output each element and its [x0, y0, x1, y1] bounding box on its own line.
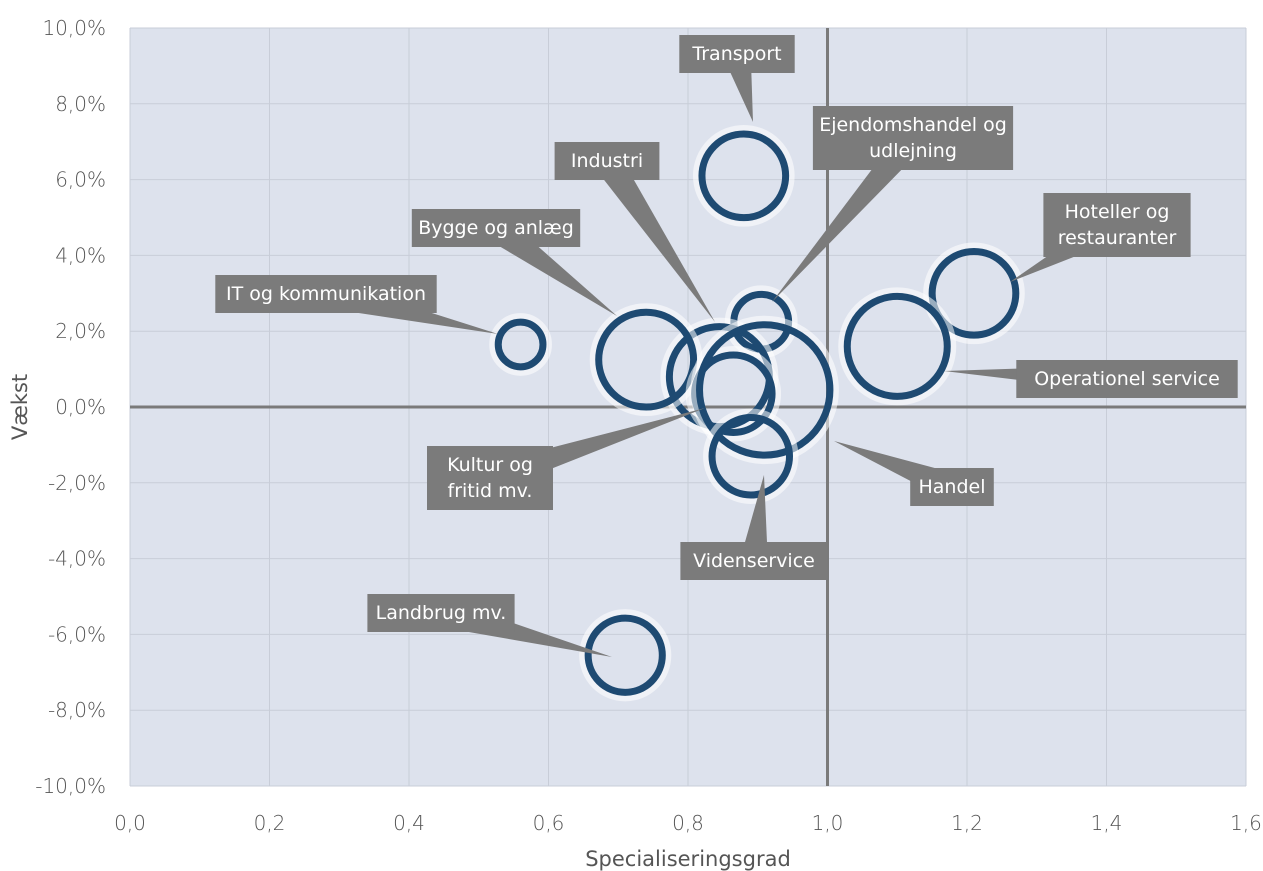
callout: Handel: [834, 441, 994, 506]
callout-label: IT og kommunikation: [226, 283, 426, 305]
x-tick-label: 0,4: [393, 811, 425, 835]
callout-box: [215, 275, 437, 313]
callout-label: Handel: [918, 476, 985, 498]
callout-box: [411, 209, 581, 247]
bubble: [708, 414, 794, 499]
callout-box: [910, 468, 994, 506]
y-tick-label: 10,0%: [42, 16, 106, 40]
callout-label: fritid mv.: [448, 480, 533, 502]
y-tick-label: 4,0%: [55, 243, 106, 267]
callout-label: Industri: [571, 150, 643, 172]
y-tick-label: -8,0%: [48, 698, 106, 722]
callout-label: Transport: [691, 43, 781, 65]
y-tick-label: -2,0%: [48, 471, 106, 495]
bubble-glow: [489, 313, 552, 376]
callout-pointer: [740, 475, 768, 563]
callout: Transport: [679, 35, 795, 122]
y-tick-label: 8,0%: [55, 92, 106, 116]
bubble-glow: [579, 609, 672, 702]
bubble: [928, 247, 1020, 339]
bubble: [494, 318, 547, 371]
x-tick-label: 0,0: [114, 811, 146, 835]
callouts: Transport Ejendomshandel og udlejning Indus…: [215, 35, 1238, 657]
callout-label: Landbrug mv.: [376, 602, 507, 624]
callout: Kultur og fritid mv.: [427, 408, 705, 510]
bubble: [696, 321, 834, 459]
callout-box: [1016, 360, 1238, 398]
bubble: [843, 292, 951, 400]
y-tick-label: -4,0%: [48, 547, 106, 571]
y-tick-label: 6,0%: [55, 168, 106, 192]
callout: Bygge og anlæg: [411, 209, 617, 316]
x-tick-label: 1,2: [951, 811, 983, 835]
callout-box: [1043, 193, 1191, 257]
bubble-glow: [692, 124, 795, 227]
callout-box: [679, 35, 795, 73]
bubble: [584, 614, 666, 696]
callout-label: Bygge og anlæg: [418, 217, 574, 239]
callout-pointer: [595, 153, 715, 322]
callout: Hoteller og restauranter: [1010, 193, 1191, 282]
callout-label: restauranter: [1058, 227, 1177, 249]
callout-box: [812, 106, 1014, 170]
callout: Ejendomshandel og udlejning: [772, 106, 1014, 302]
y-tick-label: 0,0%: [55, 395, 106, 419]
callout-box: [427, 446, 553, 510]
bubble-glow: [838, 287, 957, 406]
y-tick-label: 2,0%: [55, 319, 106, 343]
callout-box: [554, 142, 660, 180]
tick-labels: 0,0 0,2 0,4 0,6 0,8 1,0 1,2 1,4 1,6 10,0% 8,0% 6,0%…: [35, 16, 1262, 835]
bubble: [698, 130, 790, 222]
bubble-glow: [685, 346, 782, 442]
x-axis-title: Specialiseringsgrad: [585, 847, 791, 871]
callout: Operationel service: [944, 360, 1238, 398]
callout-label: Videnservice: [693, 550, 815, 572]
x-tick-label: 1,4: [1091, 811, 1123, 835]
x-tick-label: 0,6: [533, 811, 565, 835]
bubble: [595, 308, 698, 411]
x-tick-label: 0,8: [672, 811, 704, 835]
x-tick-label: 1,0: [812, 811, 844, 835]
bubble-glow: [690, 315, 839, 465]
y-tick-label: -10,0%: [35, 774, 106, 798]
y-axis-title: Vækst: [8, 374, 32, 440]
callout-label: udlejning: [869, 140, 957, 162]
callout-label: Ejendomshandel og: [819, 114, 1007, 136]
x-tick-label: 1,6: [1230, 811, 1262, 835]
callout-label: Hoteller og: [1065, 201, 1170, 223]
bubbles: [489, 124, 1025, 702]
bubble-glow: [923, 242, 1025, 345]
callout-box: [680, 542, 828, 580]
x-tick-label: 0,2: [254, 811, 286, 835]
y-tick-label: -6,0%: [48, 622, 106, 646]
callout-box: [367, 594, 515, 632]
callout: Landbrug mv.: [367, 594, 612, 657]
callout-label: Kultur og: [447, 454, 533, 476]
callout-label: Operationel service: [1034, 368, 1220, 390]
bubble-glow: [703, 408, 799, 504]
callout: Industri: [554, 142, 715, 322]
callout: IT og kommunikation: [215, 275, 498, 334]
callout-pointer: [772, 128, 924, 302]
callout: Videnservice: [680, 475, 828, 580]
